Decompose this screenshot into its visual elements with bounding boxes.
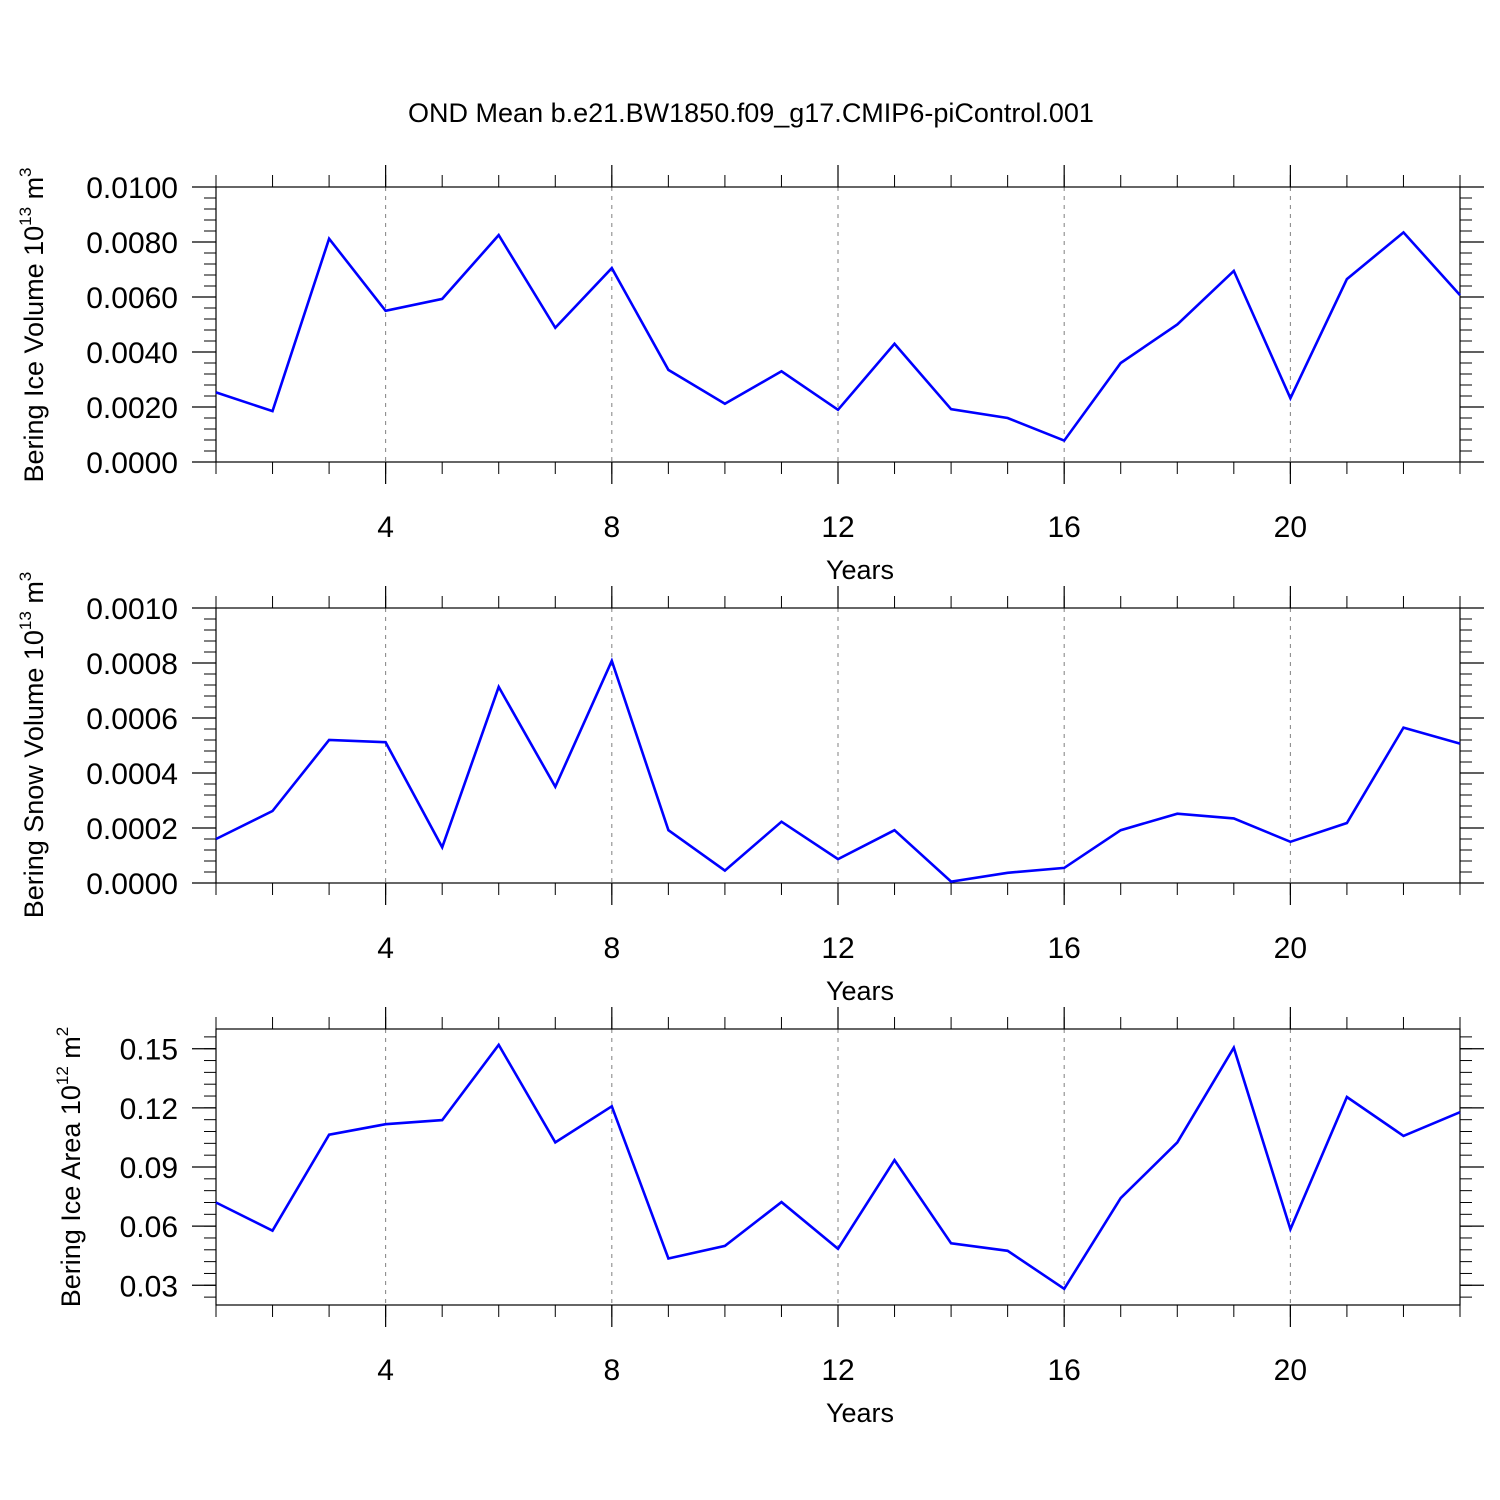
y-axis-label-unit-exponent: 3 <box>16 167 35 176</box>
y-tick-label: 0.0040 <box>86 337 178 370</box>
y-axis-label: Bering Ice Area 1012 m2 <box>53 1027 86 1308</box>
y-axis-label-unit: m <box>19 581 49 611</box>
y-tick-label: 0.06 <box>120 1211 178 1244</box>
y-tick-label: 0.0000 <box>86 447 178 480</box>
y-axis-label-exponent: 13 <box>16 207 35 226</box>
series-line <box>215 1042 1461 1291</box>
y-tick-label: 0.0002 <box>86 813 178 846</box>
x-tick-label: 4 <box>377 511 394 544</box>
y-tick-label: 0.0004 <box>86 758 178 791</box>
y-axis-label-text: Bering Ice Volume 10 <box>19 226 49 483</box>
x-tick-label: 12 <box>821 1354 854 1387</box>
y-axis-label-exponent: 13 <box>16 611 35 630</box>
series-line <box>215 230 1461 443</box>
x-tick-label: 12 <box>821 511 854 544</box>
y-axis-label: Bering Snow Volume 1013 m3 <box>16 572 49 919</box>
y-tick-label: 0.12 <box>120 1093 178 1126</box>
y-axis-label: Bering Ice Volume 1013 m3 <box>16 167 49 482</box>
x-tick-label: 8 <box>603 1354 620 1387</box>
x-tick-label: 16 <box>1047 1354 1080 1387</box>
x-tick-label: 4 <box>377 932 394 965</box>
y-tick-label: 0.0020 <box>86 392 178 425</box>
y-axis-label-unit: m <box>56 1036 86 1066</box>
x-tick-label: 12 <box>821 932 854 965</box>
y-tick-label: 0.0008 <box>86 648 178 681</box>
y-tick-label: 0.09 <box>120 1152 178 1185</box>
y-axis-label-text: Bering Snow Volume 10 <box>19 630 49 918</box>
panel-1: 4 8 12 16 20 0.0000 0.0020 0.0040 0.0060 0.0080 0.… <box>16 165 1484 585</box>
y-tick-label: 0.0100 <box>86 172 178 205</box>
y-tick-label: 0.0000 <box>86 868 178 901</box>
y-axis-label-unit: m <box>19 177 49 207</box>
y-tick-label: 0.0080 <box>86 227 178 260</box>
y-tick-label: 0.0060 <box>86 282 178 315</box>
x-tick-label: 8 <box>603 511 620 544</box>
y-tick-label: 0.0006 <box>86 703 178 736</box>
x-tick-label: 20 <box>1274 511 1307 544</box>
y-tick-label: 0.15 <box>120 1034 178 1067</box>
x-tick-label: 4 <box>377 1354 394 1387</box>
x-tick-label: 20 <box>1274 932 1307 965</box>
x-tick-label: 20 <box>1274 1354 1307 1387</box>
y-axis-label-text: Bering Ice Area 10 <box>56 1085 86 1307</box>
y-axis-label-unit-exponent: 2 <box>53 1027 72 1036</box>
x-axis-label: Years <box>826 1398 894 1428</box>
series-line <box>215 657 1461 883</box>
x-tick-label: 16 <box>1047 932 1080 965</box>
y-axis-label-unit-exponent: 3 <box>16 572 35 581</box>
y-axis-label-exponent: 12 <box>53 1066 72 1085</box>
chart-title: OND Mean b.e21.BW1850.f09_g17.CMIP6-piCo… <box>408 98 1094 128</box>
x-tick-label: 16 <box>1047 511 1080 544</box>
panel-3: 4 8 12 16 20 0.03 0.06 0.09 0.12 0.15 Years Bering … <box>53 1007 1484 1428</box>
x-axis-label: Years <box>826 976 894 1006</box>
panel-2: 4 8 12 16 20 0.0000 0.0002 0.0004 0.0006 0.0008 0.… <box>16 572 1484 1006</box>
panels: 4 8 12 16 20 0.0000 0.0020 0.0040 0.0060 0.0080 0.… <box>16 165 1484 1428</box>
y-tick-label: 0.03 <box>120 1270 178 1303</box>
y-tick-label: 0.0010 <box>86 593 178 626</box>
x-axis-label: Years <box>826 555 894 585</box>
x-tick-label: 8 <box>603 932 620 965</box>
